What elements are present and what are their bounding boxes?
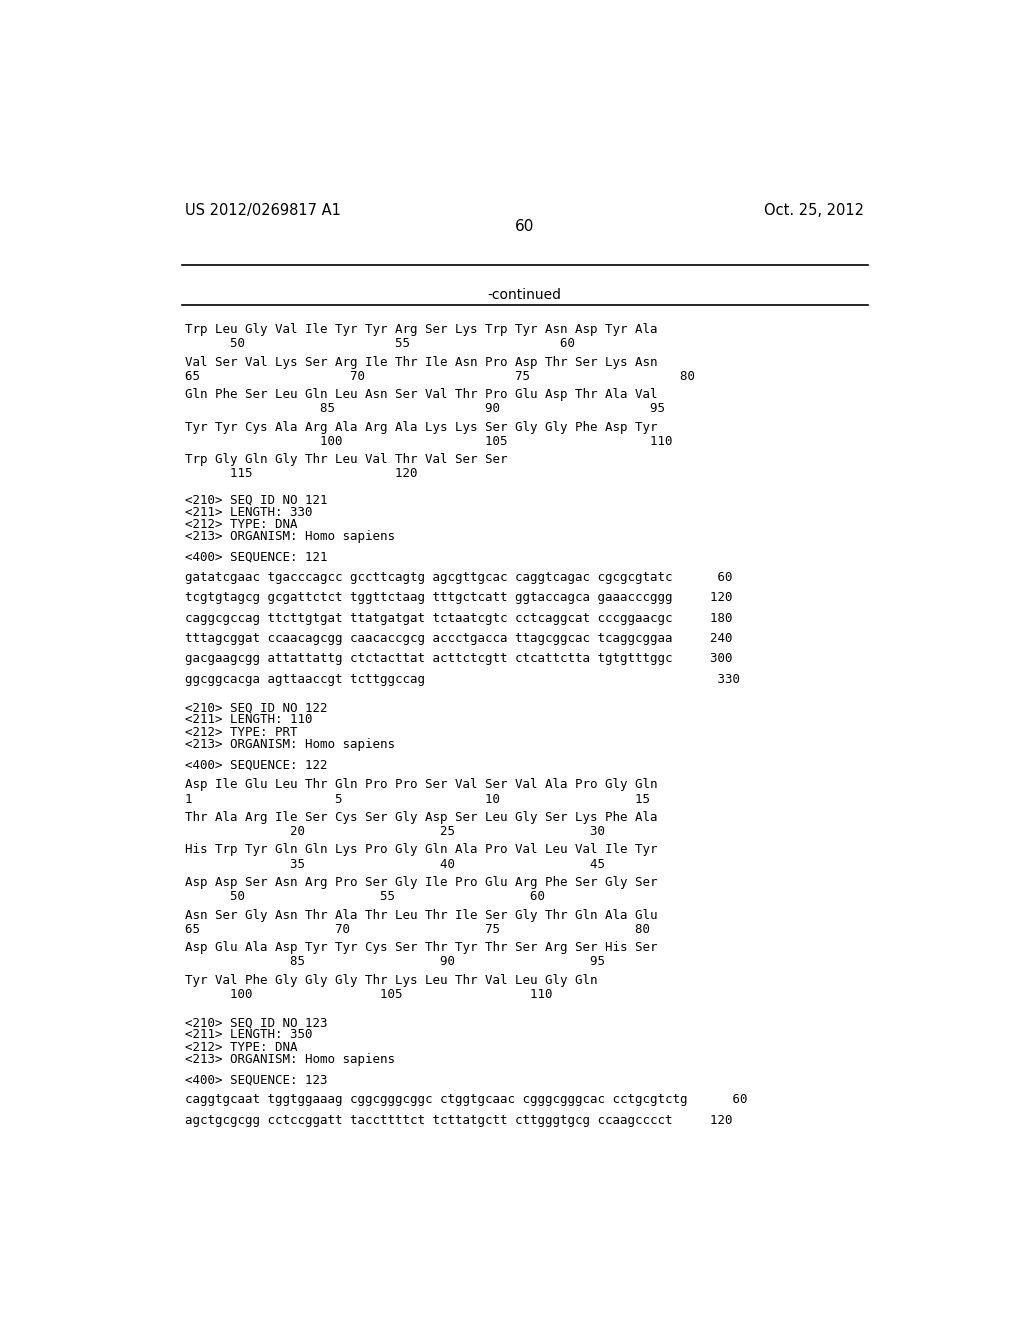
Text: Oct. 25, 2012: Oct. 25, 2012	[765, 203, 864, 218]
Text: <212> TYPE: DNA: <212> TYPE: DNA	[185, 519, 298, 531]
Text: caggtgcaat tggtggaaag cggcgggcggc ctggtgcaac cgggcgggcac cctgcgtctg      60: caggtgcaat tggtggaaag cggcgggcggc ctggtg…	[185, 1093, 748, 1106]
Text: <213> ORGANISM: Homo sapiens: <213> ORGANISM: Homo sapiens	[185, 738, 395, 751]
Text: 100                   105                   110: 100 105 110	[185, 434, 673, 447]
Text: 50                    55                    60: 50 55 60	[185, 338, 575, 350]
Text: ggcggcacga agttaaccgt tcttggccag                                       330: ggcggcacga agttaaccgt tcttggccag 330	[185, 673, 740, 685]
Text: His Trp Tyr Gln Gln Lys Pro Gly Gln Ala Pro Val Leu Val Ile Tyr: His Trp Tyr Gln Gln Lys Pro Gly Gln Ala …	[185, 843, 657, 857]
Text: <400> SEQUENCE: 121: <400> SEQUENCE: 121	[185, 550, 328, 564]
Text: Gln Phe Ser Leu Gln Leu Asn Ser Val Thr Pro Glu Asp Thr Ala Val: Gln Phe Ser Leu Gln Leu Asn Ser Val Thr …	[185, 388, 657, 401]
Text: Asp Glu Ala Asp Tyr Tyr Cys Ser Thr Tyr Thr Ser Arg Ser His Ser: Asp Glu Ala Asp Tyr Tyr Cys Ser Thr Tyr …	[185, 941, 657, 954]
Text: agctgcgcgg cctccggatt taccttttct tcttatgctt cttgggtgcg ccaagcccct     120: agctgcgcgg cctccggatt taccttttct tcttatg…	[185, 1114, 732, 1127]
Text: <211> LENGTH: 110: <211> LENGTH: 110	[185, 713, 312, 726]
Text: Asn Ser Gly Asn Thr Ala Thr Leu Thr Ile Ser Gly Thr Gln Ala Glu: Asn Ser Gly Asn Thr Ala Thr Leu Thr Ile …	[185, 908, 657, 921]
Text: gacgaagcgg attattattg ctctacttat acttctcgtt ctcattctta tgtgtttggc     300: gacgaagcgg attattattg ctctacttat acttctc…	[185, 652, 732, 665]
Text: <210> SEQ ID NO 122: <210> SEQ ID NO 122	[185, 701, 328, 714]
Text: Tyr Tyr Cys Ala Arg Ala Arg Ala Lys Lys Ser Gly Gly Phe Asp Tyr: Tyr Tyr Cys Ala Arg Ala Arg Ala Lys Lys …	[185, 421, 657, 434]
Text: Asp Ile Glu Leu Thr Gln Pro Pro Ser Val Ser Val Ala Pro Gly Gln: Asp Ile Glu Leu Thr Gln Pro Pro Ser Val …	[185, 779, 657, 792]
Text: Val Ser Val Lys Ser Arg Ile Thr Ile Asn Pro Asp Thr Ser Lys Asn: Val Ser Val Lys Ser Arg Ile Thr Ile Asn …	[185, 355, 657, 368]
Text: Trp Gly Gln Gly Thr Leu Val Thr Val Ser Ser: Trp Gly Gln Gly Thr Leu Val Thr Val Ser …	[185, 453, 508, 466]
Text: 50                  55                  60: 50 55 60	[185, 890, 545, 903]
Text: <212> TYPE: DNA: <212> TYPE: DNA	[185, 1040, 298, 1053]
Text: tcgtgtagcg gcgattctct tggttctaag tttgctcatt ggtaccagca gaaacccggg     120: tcgtgtagcg gcgattctct tggttctaag tttgctc…	[185, 591, 732, 605]
Text: gatatcgaac tgacccagcc gccttcagtg agcgttgcac caggtcagac cgcgcgtatc      60: gatatcgaac tgacccagcc gccttcagtg agcgttg…	[185, 572, 732, 583]
Text: <210> SEQ ID NO 123: <210> SEQ ID NO 123	[185, 1016, 328, 1030]
Text: <213> ORGANISM: Homo sapiens: <213> ORGANISM: Homo sapiens	[185, 531, 395, 544]
Text: tttagcggat ccaacagcgg caacaccgcg accctgacca ttagcggcac tcaggcggaa     240: tttagcggat ccaacagcgg caacaccgcg accctga…	[185, 632, 732, 645]
Text: 1                   5                   10                  15: 1 5 10 15	[185, 792, 650, 805]
Text: Tyr Val Phe Gly Gly Gly Thr Lys Leu Thr Val Leu Gly Gln: Tyr Val Phe Gly Gly Gly Thr Lys Leu Thr …	[185, 974, 598, 986]
Text: 85                  90                  95: 85 90 95	[185, 956, 605, 969]
Text: US 2012/0269817 A1: US 2012/0269817 A1	[185, 203, 341, 218]
Text: 85                    90                    95: 85 90 95	[185, 403, 666, 416]
Text: <210> SEQ ID NO 121: <210> SEQ ID NO 121	[185, 494, 328, 507]
Text: <400> SEQUENCE: 122: <400> SEQUENCE: 122	[185, 758, 328, 771]
Text: Asp Asp Ser Asn Arg Pro Ser Gly Ile Pro Glu Arg Phe Ser Gly Ser: Asp Asp Ser Asn Arg Pro Ser Gly Ile Pro …	[185, 876, 657, 888]
Text: Thr Ala Arg Ile Ser Cys Ser Gly Asp Ser Leu Gly Ser Lys Phe Ala: Thr Ala Arg Ile Ser Cys Ser Gly Asp Ser …	[185, 810, 657, 824]
Text: <212> TYPE: PRT: <212> TYPE: PRT	[185, 726, 298, 739]
Text: <213> ORGANISM: Homo sapiens: <213> ORGANISM: Homo sapiens	[185, 1053, 395, 1065]
Text: 60: 60	[515, 219, 535, 235]
Text: <400> SEQUENCE: 123: <400> SEQUENCE: 123	[185, 1073, 328, 1086]
Text: caggcgccag ttcttgtgat ttatgatgat tctaatcgtc cctcaggcat cccggaacgc     180: caggcgccag ttcttgtgat ttatgatgat tctaatc…	[185, 611, 732, 624]
Text: <211> LENGTH: 350: <211> LENGTH: 350	[185, 1028, 312, 1041]
Text: -continued: -continued	[487, 289, 562, 302]
Text: 100                 105                 110: 100 105 110	[185, 987, 553, 1001]
Text: 65                  70                  75                  80: 65 70 75 80	[185, 923, 650, 936]
Text: <211> LENGTH: 330: <211> LENGTH: 330	[185, 506, 312, 519]
Text: 115                   120: 115 120	[185, 467, 418, 480]
Text: 20                  25                  30: 20 25 30	[185, 825, 605, 838]
Text: 65                    70                    75                    80: 65 70 75 80	[185, 370, 695, 383]
Text: Trp Leu Gly Val Ile Tyr Tyr Arg Ser Lys Trp Tyr Asn Asp Tyr Ala: Trp Leu Gly Val Ile Tyr Tyr Arg Ser Lys …	[185, 323, 657, 337]
Text: 35                  40                  45: 35 40 45	[185, 858, 605, 871]
